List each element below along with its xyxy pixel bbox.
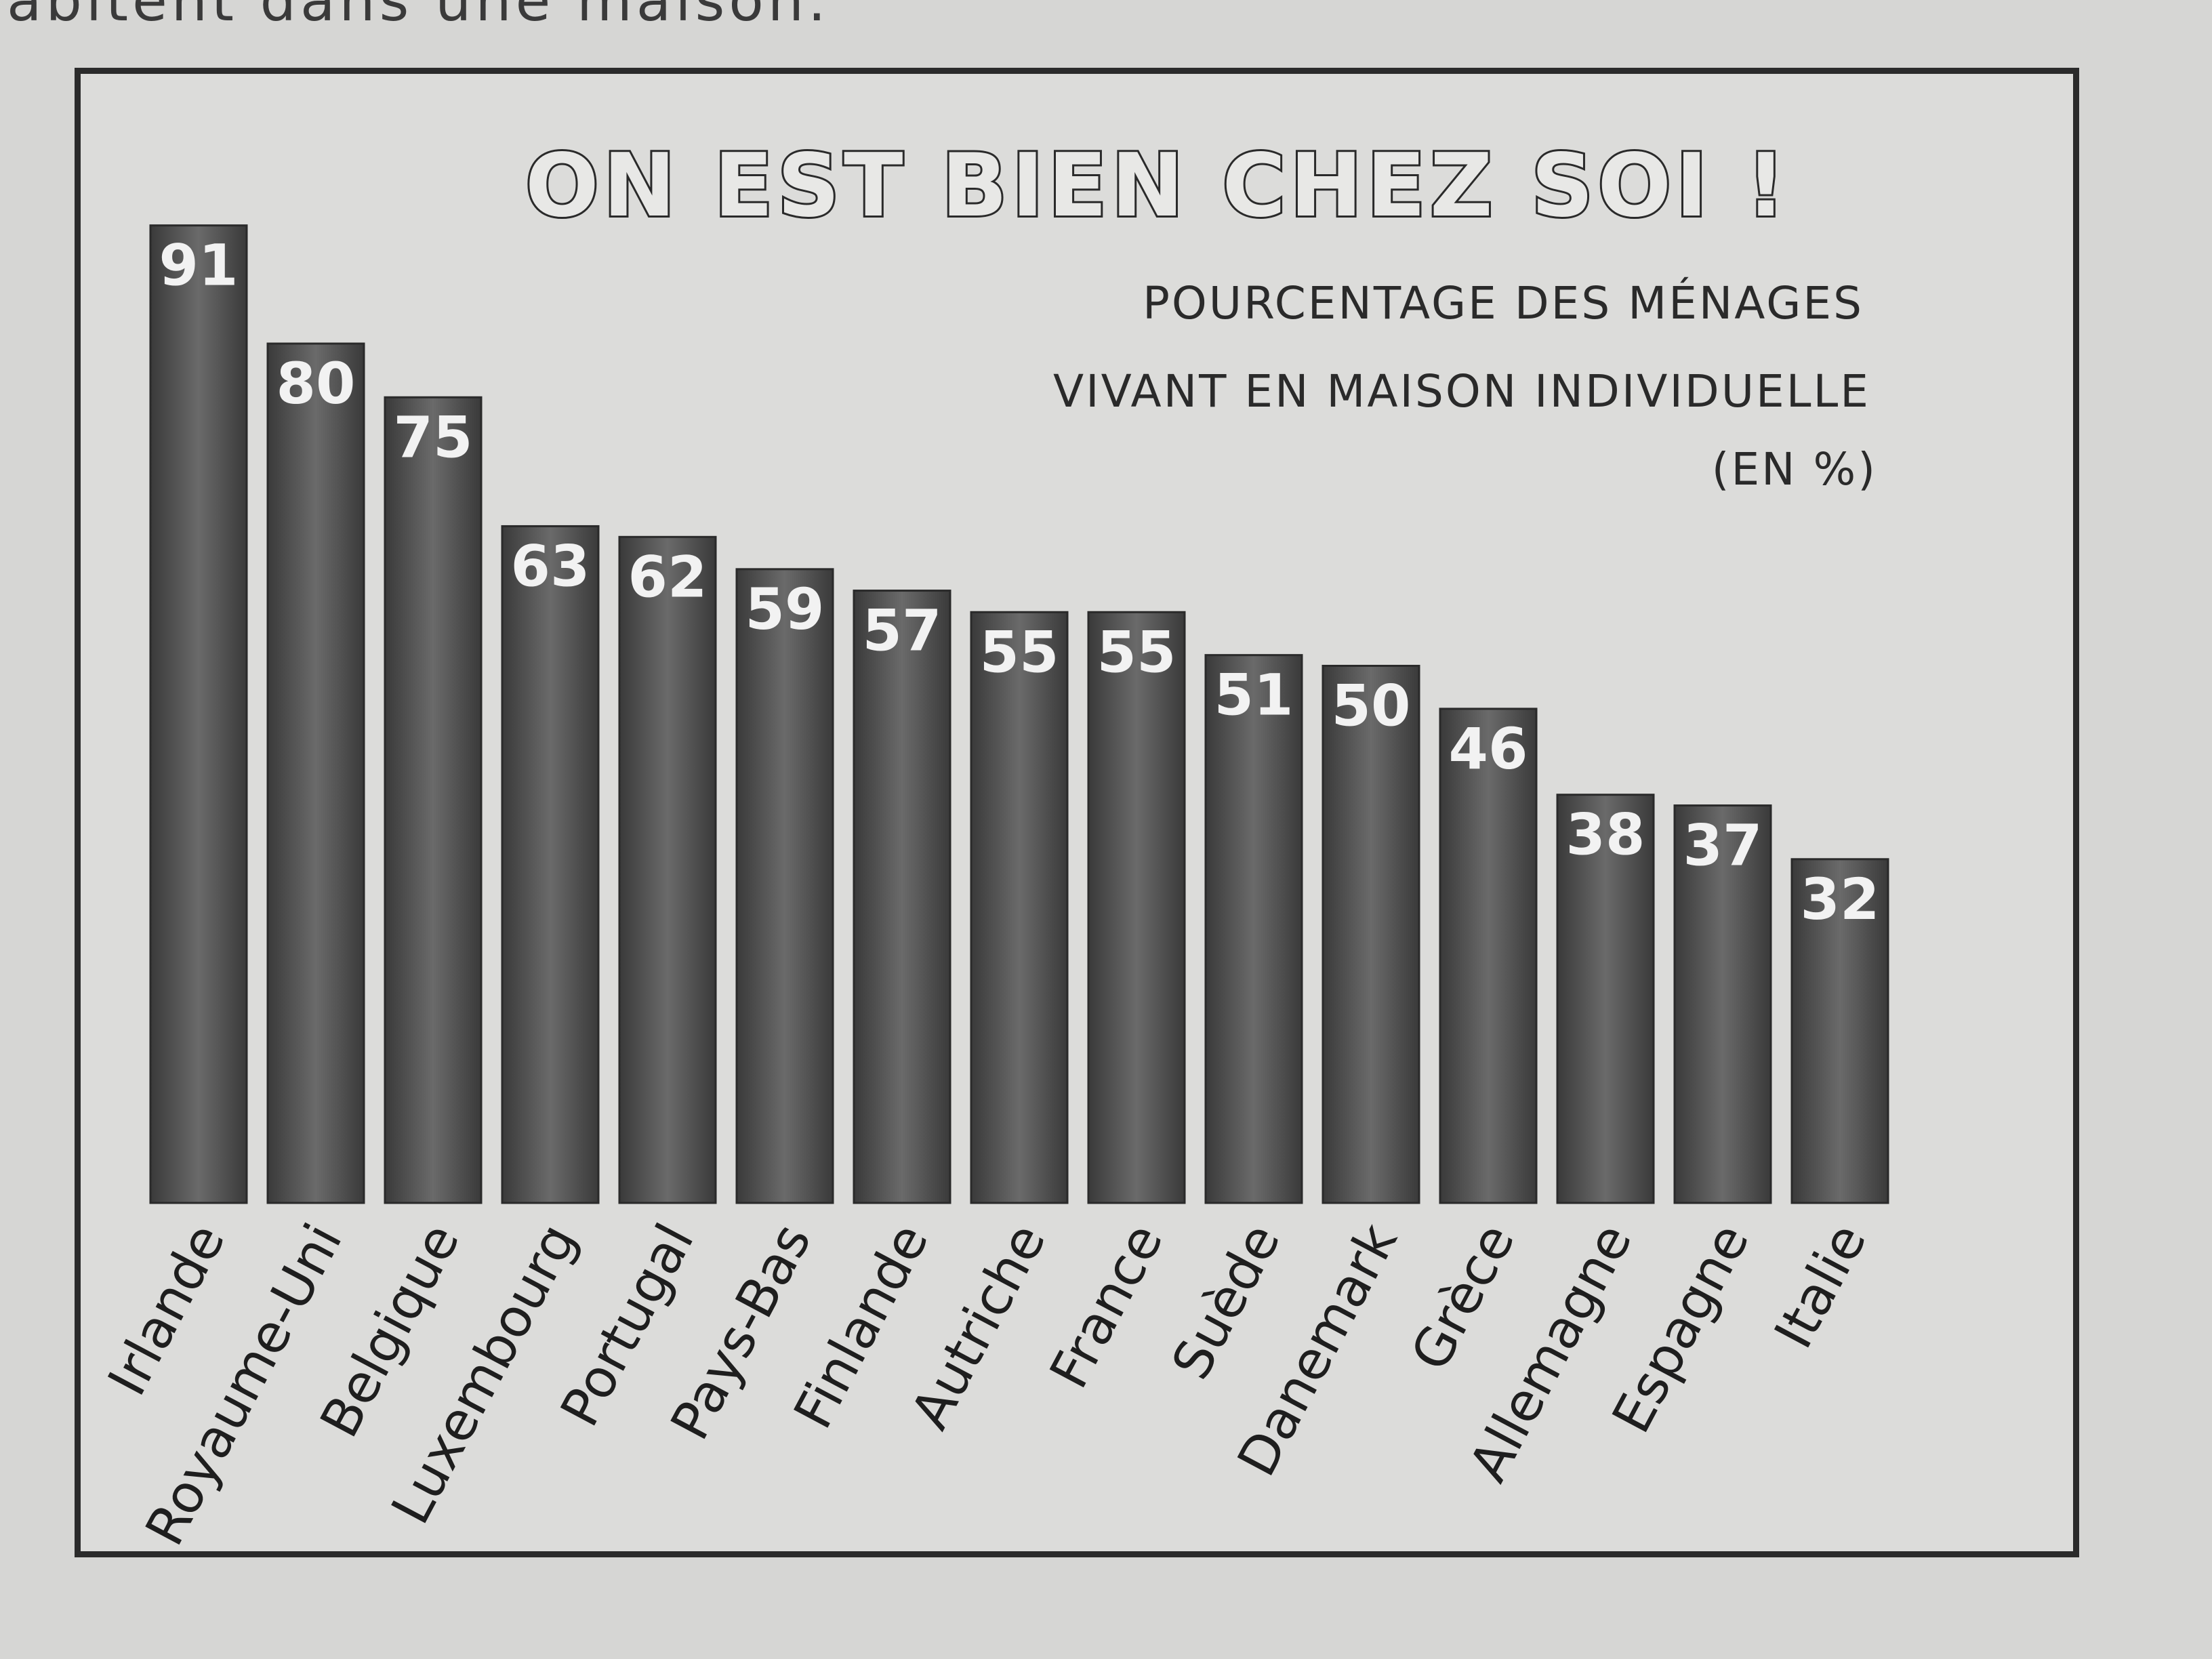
bar-luxembourg: [501, 525, 600, 1204]
category-label-grece: Grèce: [1399, 1214, 1526, 1380]
bar-value-label-irlande: 91: [159, 232, 239, 299]
category-labels-layer: IrlandeRoyaume-UniBelgiqueLuxembourgPort…: [97, 1214, 1879, 1555]
page-header-text: abitent dans une maison.: [7, 0, 830, 34]
bar-belgique: [384, 396, 483, 1204]
bars-layer: [149, 224, 1889, 1204]
bar-grece: [1439, 708, 1538, 1204]
category-label-suede: Suède: [1161, 1214, 1292, 1389]
bar-value-label-portugal: 62: [628, 544, 708, 610]
bar-allemagne: [1556, 794, 1655, 1204]
bar-value-label-allemagne: 38: [1566, 802, 1645, 868]
category-label-italie: Italie: [1763, 1214, 1879, 1358]
bar-value-label-belgique: 75: [394, 404, 473, 470]
bar-autriche: [970, 611, 1069, 1204]
chart-subtitle-line-3: (EN %): [1712, 443, 1877, 495]
bar-value-label-danemark: 50: [1332, 673, 1411, 739]
bar-value-label-pays-bas: 59: [745, 576, 825, 642]
bar-value-label-finlande: 57: [863, 598, 942, 664]
bar-royaume-uni: [266, 342, 365, 1204]
bar-value-label-france: 55: [1097, 619, 1176, 685]
bar-value-label-royaume-uni: 80: [276, 350, 356, 417]
bar-value-label-luxembourg: 63: [511, 533, 590, 599]
bar-portugal: [618, 535, 717, 1204]
bar-value-label-suede: 51: [1214, 662, 1294, 729]
bar-value-label-espagne: 37: [1683, 813, 1763, 879]
bar-finlande: [853, 590, 951, 1204]
bar-france: [1087, 611, 1186, 1204]
value-labels-layer: 91 80 75 63 62 59 57 55 55 51 50 46 38 37 32: [159, 232, 1880, 933]
bar-value-label-autriche: 55: [980, 619, 1059, 685]
bar-espagne: [1673, 804, 1772, 1204]
chart-subtitle-line-1: POURCENTAGE DES MÉNAGES: [1143, 276, 1864, 329]
bar-italie: [1790, 858, 1889, 1204]
chart-title: ON EST BIEN CHEZ SOI !: [525, 136, 1790, 237]
bar-value-label-italie: 32: [1801, 866, 1880, 933]
bar-value-label-grece: 46: [1449, 716, 1528, 782]
bar-pays-bas: [735, 568, 834, 1204]
category-label-france: France: [1039, 1214, 1175, 1398]
bar-irlande: [149, 224, 248, 1204]
chart-subtitle-line-2: VIVANT EN MAISON INDIVIDUELLE: [1053, 365, 1870, 417]
bar-suede: [1204, 654, 1303, 1204]
bar-danemark: [1322, 665, 1420, 1204]
